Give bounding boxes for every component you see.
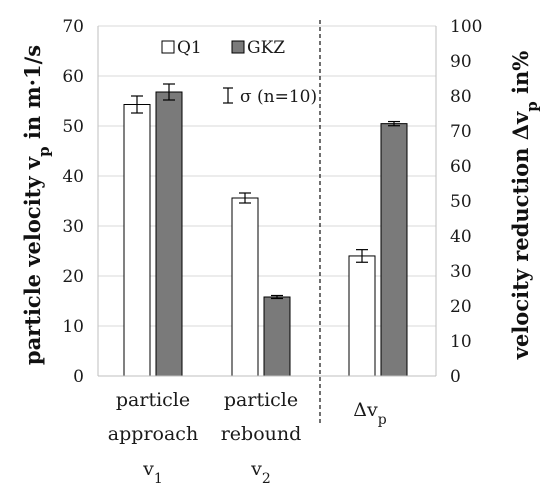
right-axis-title: velocity reduction Δvp in% [508, 51, 541, 361]
category-label: approach [108, 423, 198, 445]
category-labels: particle approach v1 particle rebound v2 Δvp [108, 389, 387, 487]
legend: Q1 GKZ σ (n=10) [161, 38, 317, 107]
bar-gkz [263, 296, 291, 377]
legend-swatch-gkz [231, 40, 245, 54]
bars [123, 91, 408, 377]
right-tick-label: 30 [450, 262, 472, 282]
right-tick-label: 10 [450, 332, 472, 352]
bar-q1 [123, 104, 151, 377]
category-label: particle [116, 389, 190, 411]
bar-gkz [155, 91, 183, 377]
legend-errorbar-label: σ (n=10) [240, 87, 317, 107]
right-tick-label: 60 [450, 157, 472, 177]
left-tick-label: 30 [62, 217, 84, 237]
left-tick-label: 10 [62, 317, 84, 337]
category-label: rebound [221, 423, 302, 445]
category-symbol: Δvp [353, 399, 386, 428]
legend-label-gkz: GKZ [247, 38, 285, 58]
left-axis-ticks: 0 10 20 30 40 50 60 70 [62, 17, 84, 387]
right-tick-label: 0 [450, 367, 461, 387]
category-symbol: v2 [250, 458, 271, 487]
left-tick-label: 70 [62, 17, 84, 37]
right-tick-label: 90 [450, 52, 472, 72]
bar-q1 [231, 197, 259, 377]
legend-label-q1: Q1 [177, 38, 202, 58]
left-tick-label: 50 [62, 117, 84, 137]
right-tick-label: 20 [450, 297, 472, 317]
left-axis-title: particle velocity vp in m·1/s [20, 45, 53, 365]
right-axis-ticks: 0 10 20 30 40 50 60 70 80 90 100 [450, 17, 482, 387]
left-tick-label: 60 [62, 67, 84, 87]
legend-swatch-q1 [161, 40, 175, 54]
category-symbol: v1 [142, 458, 163, 487]
bar-q1 [348, 255, 376, 377]
axes [97, 20, 437, 426]
right-tick-label: 70 [450, 122, 472, 142]
left-tick-label: 0 [73, 367, 84, 387]
error-bars [131, 83, 400, 300]
category-label: particle [224, 389, 298, 411]
right-tick-label: 40 [450, 227, 472, 247]
right-tick-label: 50 [450, 192, 472, 212]
right-tick-label: 80 [450, 87, 472, 107]
gridlines [98, 25, 436, 377]
axis-titles: particle velocity vp in m·1/s velocity re… [20, 45, 541, 365]
right-tick-label: 100 [450, 17, 482, 37]
bar-gkz [380, 123, 408, 377]
left-tick-label: 40 [62, 167, 84, 187]
left-tick-label: 20 [62, 267, 84, 287]
